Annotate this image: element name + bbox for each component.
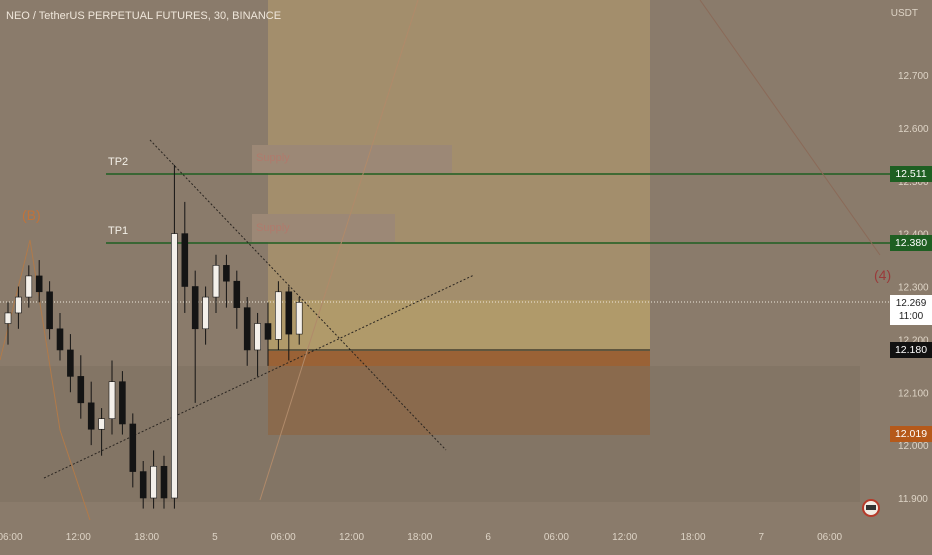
candle-up bbox=[25, 275, 33, 298]
x-tick-label: 6 bbox=[485, 532, 491, 543]
candle-down bbox=[181, 233, 189, 287]
x-tick-label: 7 bbox=[759, 532, 765, 543]
bar-countdown: 11:00 bbox=[898, 311, 924, 322]
axis-unit: USDT bbox=[890, 8, 918, 19]
candle-up bbox=[295, 302, 303, 335]
candle-down bbox=[264, 323, 272, 340]
x-tick-label: 06:00 bbox=[271, 532, 296, 543]
candle-up bbox=[202, 296, 209, 330]
supply-label-lower: Supply bbox=[256, 222, 290, 234]
descending-trendline[interactable] bbox=[149, 139, 447, 451]
x-tick-label: 18:00 bbox=[407, 532, 432, 543]
candle-down bbox=[191, 286, 199, 330]
x-axis: 06:00 12:00 18:00 5 06:00 12:00 18:00 6 06:00 12:… bbox=[0, 532, 843, 543]
tp2-label: TP2 bbox=[108, 156, 129, 168]
candle-down bbox=[77, 376, 85, 404]
x-tick-label: 06:00 bbox=[817, 532, 842, 543]
candle-up bbox=[150, 465, 157, 499]
supply-zone-lower bbox=[252, 214, 395, 242]
wave-label-4: (4) bbox=[874, 267, 892, 283]
y-tick-label: 12.700 bbox=[898, 71, 929, 82]
x-tick-label: 12:00 bbox=[66, 532, 91, 543]
price-tag-last: 12.269 11:00 bbox=[890, 295, 932, 325]
y-tick-label: 12.500 bbox=[898, 177, 929, 188]
candle-down bbox=[56, 328, 64, 351]
candle-down bbox=[46, 291, 53, 330]
x-tick-label: 18:00 bbox=[134, 532, 159, 543]
tp1-label: TP1 bbox=[108, 225, 129, 237]
y-tick-label: 12.200 bbox=[898, 335, 929, 346]
candle-down bbox=[129, 423, 137, 472]
price-tag-entry: 12.180 bbox=[890, 342, 932, 358]
candles-group bbox=[4, 164, 303, 509]
demand-range bbox=[0, 366, 860, 502]
candle-down bbox=[285, 291, 293, 335]
x-tick-label: 18:00 bbox=[680, 532, 705, 543]
long-position-zone bbox=[268, 0, 650, 350]
projection-line bbox=[259, 0, 419, 501]
x-tick-label: 12:00 bbox=[339, 532, 364, 543]
y-tick-label: 12.100 bbox=[898, 388, 929, 399]
x-tick-label: 06:00 bbox=[0, 532, 23, 543]
y-tick-label: 12.600 bbox=[898, 124, 929, 135]
y-tick-label: 12.000 bbox=[898, 441, 929, 452]
wave-line bbox=[699, 0, 881, 256]
y-tick-label: 11.900 bbox=[898, 494, 928, 505]
last-price: 12.269 bbox=[895, 298, 927, 309]
price-tag-tp2: 12.511 bbox=[890, 166, 932, 182]
x-tick-label: 12:00 bbox=[612, 532, 637, 543]
candle-down bbox=[139, 471, 147, 499]
candle-up bbox=[4, 312, 12, 324]
candle-up bbox=[108, 381, 116, 419]
candle-down bbox=[233, 280, 241, 308]
candle-up bbox=[212, 265, 220, 298]
x-tick-label: 06:00 bbox=[544, 532, 569, 543]
y-tick-label: 12.300 bbox=[898, 283, 929, 294]
candle-down bbox=[119, 381, 126, 425]
flag-icon-inner bbox=[866, 505, 876, 510]
candle-down bbox=[160, 465, 168, 499]
candle-up bbox=[98, 418, 105, 430]
candle-down bbox=[223, 265, 230, 282]
candle-down bbox=[243, 307, 251, 351]
candle-up bbox=[275, 291, 282, 340]
ascending-trendline[interactable] bbox=[43, 274, 475, 479]
entry-zone bbox=[268, 300, 650, 352]
price-tag-stop: 12.019 bbox=[890, 426, 932, 442]
candle-down bbox=[35, 275, 43, 293]
chart-title: NEO / TetherUS PERPETUAL FUTURES, 30, BI… bbox=[6, 10, 282, 22]
supply-label-upper: Supply bbox=[256, 152, 290, 164]
wave-path bbox=[0, 239, 91, 521]
supply-zone-upper bbox=[252, 145, 452, 173]
wave-label-b: (B) bbox=[22, 207, 41, 223]
candle-up bbox=[171, 233, 178, 499]
candle-up bbox=[15, 296, 22, 314]
price-tag-tp1: 12.380 bbox=[890, 235, 932, 251]
candle-down bbox=[87, 402, 95, 430]
candle-up bbox=[254, 323, 261, 351]
candle-down bbox=[67, 349, 74, 377]
x-tick-label: 5 bbox=[212, 532, 218, 543]
